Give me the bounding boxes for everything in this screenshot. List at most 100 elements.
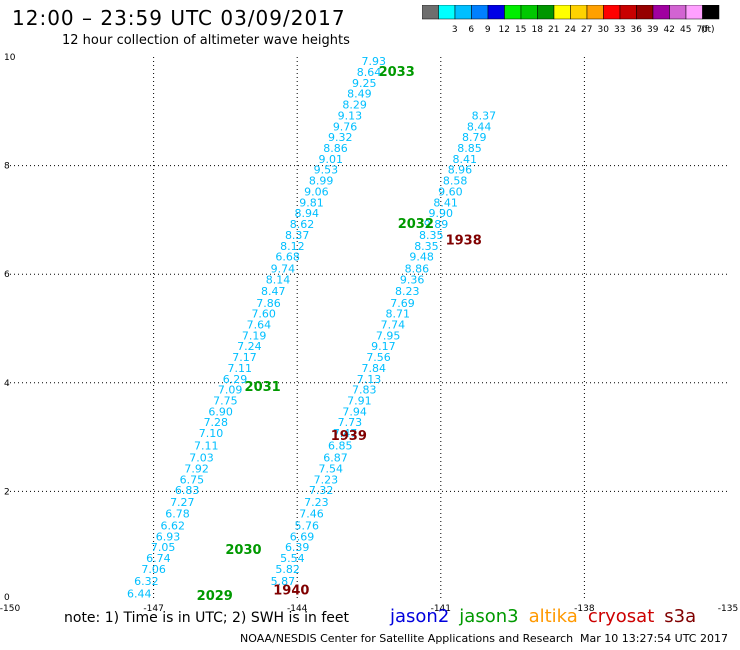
wave-height-point: 7.92	[184, 462, 209, 475]
colorbar-label: 27	[581, 25, 592, 35]
colorbar-label: 30	[598, 25, 610, 35]
wave-height-point: 6.87	[323, 452, 348, 465]
wave-height-point: 7.11	[228, 362, 253, 375]
wave-height-point: 8.99	[309, 175, 334, 188]
wave-height-point: 6.83	[175, 484, 200, 497]
colorbar-label: 70	[697, 25, 709, 35]
y-tick-label: 0	[4, 593, 10, 603]
wave-height-point: 7.03	[189, 452, 214, 465]
wave-height-point: 9.06	[304, 185, 329, 198]
wave-height-point: 9.53	[314, 164, 339, 177]
wave-height-point: 5.54	[280, 552, 305, 565]
x-tick-label: -141	[431, 604, 451, 614]
colorbar-label: 18	[532, 25, 544, 35]
wave-height-point: 6.74	[146, 552, 171, 565]
wave-height-point: 7.69	[390, 297, 415, 310]
wave-height-point: 8.29	[342, 99, 367, 112]
colorbar-unit: (ft)	[701, 25, 715, 35]
track-2029: 6.446.327.066.747.056.936.626.787.276.83…	[127, 55, 415, 604]
satellite-legend-jason3: jason3	[459, 606, 519, 627]
wave-height-point: 7.24	[237, 340, 262, 353]
wave-height-point: 9.48	[409, 251, 434, 264]
colorbar-label: 42	[664, 25, 675, 35]
wave-height-point: 8.96	[448, 164, 473, 177]
wave-height-point: 7.46	[299, 507, 324, 520]
wave-height-point: 6.75	[180, 473, 205, 486]
wave-height-point: 7.75	[213, 395, 238, 408]
y-tick-label: 8	[4, 162, 10, 172]
generated-timestamp: Mar 10 13:27:54 UTC 2017	[580, 632, 728, 645]
colorbar-label: 9	[485, 25, 491, 35]
wave-height-point: 8.41	[433, 196, 458, 209]
footnote: note: 1) Time is in UTC; 2) SWH is in fe…	[64, 610, 350, 626]
colorbar-label: 15	[515, 25, 526, 35]
x-tick-label: -138	[574, 604, 595, 614]
wave-height-point: 8.94	[295, 207, 320, 220]
wave-height-point: 7.32	[309, 484, 334, 497]
wave-height-point: 6.90	[208, 405, 233, 418]
wave-height-point: 8.23	[395, 285, 420, 298]
colorbar-label: 24	[565, 25, 577, 35]
wave-height-point: 7.19	[242, 329, 267, 342]
wave-height-point: 8.71	[385, 308, 410, 321]
color-scale-legend: 3 6 9 12 15 18 21 24 27 30 33 36 39 42 45 70(ft)	[422, 5, 720, 35]
colorbar-label: 39	[647, 25, 659, 35]
wave-height-point: 7.73	[338, 416, 363, 429]
wave-height-point: 6.78	[165, 507, 190, 520]
wave-height-point: 6.29	[223, 373, 248, 386]
wave-height-point: 7.05	[151, 541, 176, 554]
x-tick-label: -147	[143, 604, 163, 614]
credit-line: NOAA/NESDIS Center for Satellite Applica…	[240, 632, 574, 645]
wave-height-point: 7.93	[362, 55, 387, 68]
satellite-legend-cryosat: cryosat	[587, 606, 655, 627]
x-tick-label: -144	[287, 604, 308, 614]
wave-height-point: 7.13	[357, 373, 382, 386]
wave-height-point: 7.10	[199, 427, 224, 440]
wave-height-point: 5.87	[271, 575, 296, 588]
y-tick-label: 2	[4, 487, 10, 497]
wave-height-point: 7.86	[256, 297, 281, 310]
colorbar-label: 3	[452, 25, 458, 35]
track-time-label: 2033	[379, 65, 415, 80]
wave-height-point: 9.36	[400, 273, 425, 286]
wave-height-point: 9.32	[328, 131, 353, 144]
y-tick-label: 10	[4, 53, 16, 63]
track-time-label: 1939	[331, 429, 367, 444]
wave-height-point: 8.35	[414, 240, 439, 253]
wave-height-point: 7.47	[333, 427, 358, 440]
wave-height-point: 6.69	[290, 530, 315, 543]
wave-height-point: 7.17	[232, 351, 257, 364]
satellite-legend-s3a: s3a	[664, 606, 697, 627]
colorbar-label: 21	[548, 25, 559, 35]
wave-height-point: 7.11	[194, 440, 219, 453]
wave-height-point: 8.62	[290, 218, 315, 231]
wave-height-point: 9.90	[429, 207, 454, 220]
wave-height-point: 6.32	[134, 575, 159, 588]
wave-height-point: 9.60	[438, 185, 463, 198]
chart-title: 12:00 – 23:59 UTC 03/09/2017	[12, 6, 346, 30]
wave-height-point: 7.60	[251, 308, 276, 321]
colorbar-label: 36	[631, 25, 643, 35]
track-time-label: 2031	[245, 380, 281, 395]
wave-height-point: 7.74	[381, 319, 406, 332]
wave-height-point: 9.01	[318, 153, 343, 166]
x-tick-label: -135	[718, 604, 738, 614]
wave-height-point: 8.58	[443, 175, 468, 188]
wave-height-point: 9.17	[371, 340, 396, 353]
track-time-label: 2029	[197, 589, 233, 604]
chart-subtitle: 12 hour collection of altimeter wave hei…	[62, 33, 350, 48]
wave-height-point: 6.62	[160, 519, 185, 532]
x-tick-label: -150	[0, 604, 20, 614]
wave-height-point: 8.37	[285, 229, 310, 242]
wave-height-point: 9.81	[299, 196, 324, 209]
wave-height-point: 9.74	[271, 263, 296, 276]
wave-height-point: 8.79	[462, 131, 487, 144]
wave-height-point: 5.76	[295, 519, 320, 532]
track-time-label: 1940	[273, 584, 309, 599]
colorbar-label: 45	[680, 25, 691, 35]
wave-height-point: 9.89	[424, 218, 449, 231]
wave-height-point: 7.23	[304, 496, 329, 509]
wave-height-point: 7.09	[218, 384, 243, 397]
wave-height-point: 8.49	[347, 88, 372, 101]
wave-height-point: 7.23	[314, 473, 339, 486]
